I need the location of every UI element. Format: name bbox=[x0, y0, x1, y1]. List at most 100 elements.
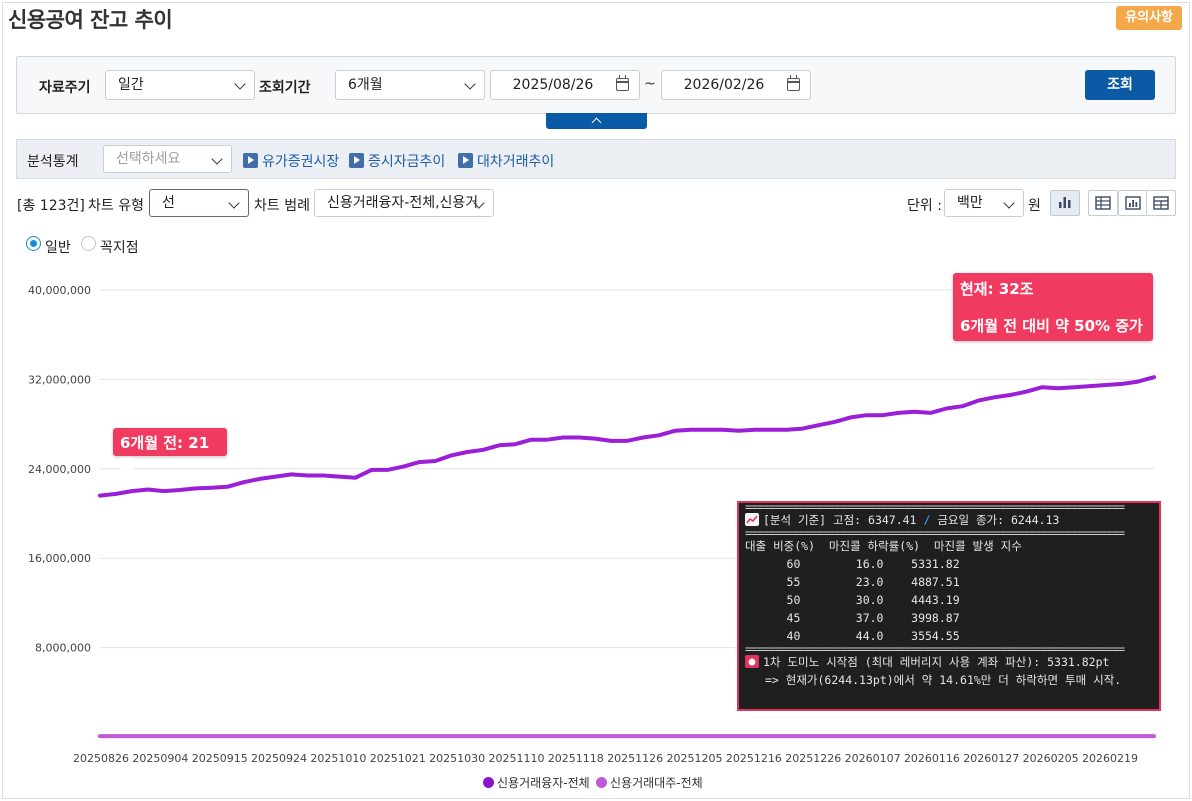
analysis-label: 분석통계 bbox=[27, 154, 79, 170]
radio-vertex-label: 꼭지점 bbox=[100, 240, 139, 256]
play-icon bbox=[349, 153, 364, 168]
y-tick-label: 16,000,000 bbox=[28, 552, 91, 565]
period-select[interactable]: 일간 bbox=[105, 70, 255, 100]
y-tick-label: 24,000,000 bbox=[28, 463, 91, 476]
legend-item-series2[interactable]: 신용거래대주-전체 bbox=[596, 774, 703, 791]
terminal-header-label: [분석 기준] 고점: 6347.41 bbox=[763, 513, 917, 527]
chart-type-select[interactable]: 선 bbox=[149, 189, 249, 217]
terminal-table-row: 55 23.0 4887.51 bbox=[745, 575, 960, 589]
terminal-header-tail: 금요일 종가: 6244.13 bbox=[937, 513, 1060, 527]
total-count: [총 123건] bbox=[17, 198, 85, 214]
chart-frame-icon bbox=[1125, 196, 1141, 210]
chart-legend-value: 신용거래융자-전체,신용거 bbox=[327, 195, 479, 211]
link-securities-market[interactable]: 유가증권시장 bbox=[243, 151, 339, 171]
start-date-input[interactable]: 2025/08/26 bbox=[490, 70, 640, 100]
collapse-toggle[interactable] bbox=[546, 113, 647, 129]
legend-label: 신용거래융자-전체 bbox=[497, 776, 590, 790]
range-select-value: 6개월 bbox=[348, 77, 383, 93]
y-tick-label: 8,000,000 bbox=[35, 642, 91, 655]
x-tick-label: 20251021 bbox=[370, 752, 426, 765]
table-chart-view-button[interactable] bbox=[1088, 190, 1118, 216]
current-value-text: 현재: 32조 bbox=[960, 280, 1034, 298]
past-value-text: 6개월 전: 21조 bbox=[120, 434, 210, 473]
search-button[interactable]: 조회 bbox=[1085, 70, 1155, 100]
radio-normal[interactable] bbox=[26, 236, 41, 251]
start-date-value: 2025/08/26 bbox=[512, 77, 594, 93]
x-tick-label: 20250826 bbox=[73, 752, 129, 765]
current-value-callout: 현재: 32조 6개월 전 대비 약 50% 증가 bbox=[953, 273, 1153, 341]
divider: ========================================… bbox=[745, 503, 1125, 511]
terminal-table-row: 45 37.0 3998.87 bbox=[745, 611, 960, 625]
x-tick-label: 20260116 bbox=[904, 752, 960, 765]
terminal-header-line: [분석 기준] 고점: 6347.41 / 금요일 종가: 6244.13 bbox=[745, 511, 1153, 529]
analysis-select[interactable]: 선택하세요 bbox=[103, 145, 232, 173]
period-label: 자료주기 bbox=[39, 80, 91, 96]
unit-value: 백만 bbox=[957, 195, 983, 211]
table-view-button[interactable] bbox=[1146, 190, 1176, 216]
terminal-footer-text: 1차 도미노 시작점 (최대 레버리지 사용 계좌 파산): 5331.82pt bbox=[763, 655, 1110, 669]
end-date-value: 2026/02/26 bbox=[683, 77, 765, 93]
terminal-footer-line-2: => 현재가(6244.13pt)에서 약 14.61%만 더 하락하면 투매 … bbox=[765, 673, 1122, 687]
end-date-input[interactable]: 2026/02/26 bbox=[661, 70, 811, 100]
unit-select[interactable]: 백만 bbox=[944, 189, 1024, 217]
x-tick-label: 20260127 bbox=[963, 752, 1019, 765]
divider: ========================================… bbox=[745, 529, 1125, 537]
link-lending-trend[interactable]: 대차거래추이 bbox=[458, 151, 554, 171]
page-title: 신용공여 잔고 추이 bbox=[8, 8, 173, 32]
radio-vertex[interactable] bbox=[81, 236, 96, 251]
calendar-icon[interactable] bbox=[787, 75, 800, 91]
x-tick-label: 20250924 bbox=[251, 752, 307, 765]
y-tick-label: 32,000,000 bbox=[28, 373, 91, 386]
growth-text: 6개월 전 대비 약 50% 증가 bbox=[960, 317, 1143, 335]
chart-type-label: 차트 유형 bbox=[88, 198, 144, 214]
grid-table-icon bbox=[1153, 196, 1169, 210]
radio-normal-label: 일반 bbox=[45, 240, 71, 256]
chart-type-value: 선 bbox=[162, 195, 175, 211]
x-tick-label: 20260219 bbox=[1082, 752, 1138, 765]
link-label: 증시자금추이 bbox=[368, 154, 446, 170]
legend-dot bbox=[596, 777, 607, 788]
x-tick-label: 20251126 bbox=[607, 752, 663, 765]
x-tick-label: 20251010 bbox=[310, 752, 366, 765]
link-label: 유가증권시장 bbox=[262, 154, 340, 170]
analysis-terminal-overlay: ========================================… bbox=[737, 501, 1161, 711]
bar-chart-view-button[interactable] bbox=[1050, 190, 1080, 216]
divider: ========================================… bbox=[745, 645, 1125, 653]
search-panel: 자료주기 일간 조회기간 6개월 2025/08/26 ~ 2026/02/26… bbox=[16, 56, 1176, 114]
calendar-icon[interactable] bbox=[616, 75, 629, 91]
alarm-light-icon bbox=[745, 655, 759, 668]
table-chart-icon bbox=[1095, 196, 1111, 210]
x-tick-label: 20251205 bbox=[667, 752, 723, 765]
range-label: 조회기간 bbox=[259, 80, 311, 96]
terminal-header-slash: / bbox=[923, 513, 931, 527]
chart-legend-select[interactable]: 신용거래융자-전체,신용거 bbox=[314, 189, 494, 217]
past-value-callout: 6개월 전: 21조 bbox=[113, 428, 227, 473]
x-tick-label: 20251226 bbox=[785, 752, 841, 765]
legend-label: 신용거래대주-전체 bbox=[610, 776, 703, 790]
play-icon bbox=[458, 153, 473, 168]
notice-button[interactable]: 유의사항 bbox=[1116, 6, 1182, 30]
x-tick-label: 20251216 bbox=[726, 752, 782, 765]
y-tick-label: 40,000,000 bbox=[28, 284, 91, 297]
chart-only-view-button[interactable] bbox=[1118, 190, 1148, 216]
x-tick-label: 20260107 bbox=[845, 752, 901, 765]
terminal-table-body: 60 16.0 5331.82 55 23.0 4887.51 50 30.0 … bbox=[745, 555, 1153, 645]
terminal-table-row: 60 16.0 5331.82 bbox=[745, 557, 960, 571]
link-label: 대차거래추이 bbox=[477, 154, 555, 170]
x-tick-label: 20250915 bbox=[192, 752, 248, 765]
terminal-table-header: 대출 비중(%) 마진콜 하락률(%) 마진콜 발생 지수 bbox=[745, 539, 1022, 553]
x-tick-label: 20251118 bbox=[548, 752, 604, 765]
play-icon bbox=[243, 153, 258, 168]
x-tick-label: 20260205 bbox=[1023, 752, 1079, 765]
legend-item-series1[interactable]: 신용거래융자-전체 bbox=[483, 774, 590, 791]
x-tick-label: 20250904 bbox=[132, 752, 188, 765]
unit-label: 단위 : bbox=[907, 198, 942, 214]
analysis-select-placeholder: 선택하세요 bbox=[116, 151, 181, 167]
link-market-funds[interactable]: 증시자금추이 bbox=[349, 151, 445, 171]
chart-up-icon bbox=[745, 513, 759, 526]
legend-dot bbox=[483, 777, 494, 788]
currency-label: 원 bbox=[1028, 198, 1041, 214]
x-tick-label: 20251030 bbox=[429, 752, 485, 765]
range-select[interactable]: 6개월 bbox=[335, 70, 485, 100]
